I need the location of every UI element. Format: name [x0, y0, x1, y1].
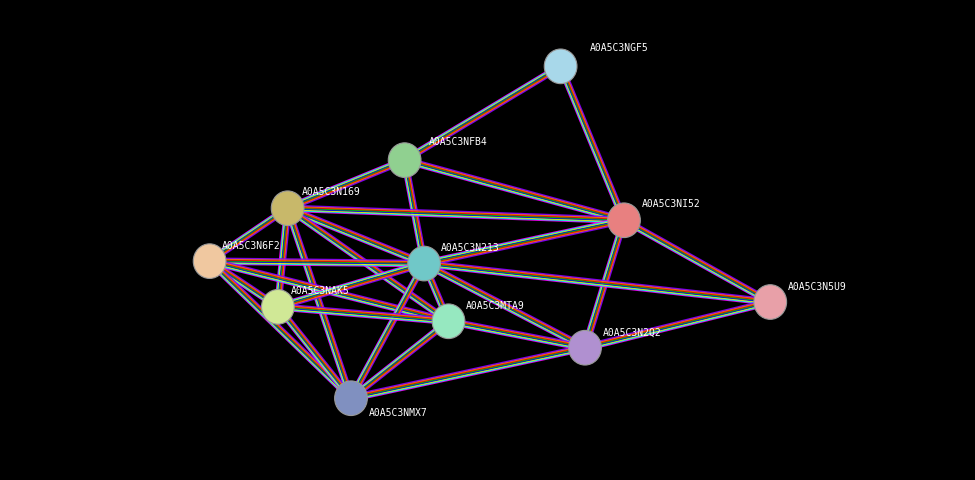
Ellipse shape [261, 290, 294, 324]
Ellipse shape [334, 381, 368, 416]
Text: A0A5C3NGF5: A0A5C3NGF5 [590, 43, 648, 53]
Text: A0A5C3N169: A0A5C3N169 [302, 187, 361, 197]
Ellipse shape [271, 192, 304, 226]
Ellipse shape [388, 144, 421, 178]
Text: A0A5C3N213: A0A5C3N213 [441, 243, 499, 252]
Ellipse shape [544, 50, 577, 84]
Ellipse shape [432, 304, 465, 339]
Ellipse shape [408, 247, 441, 281]
Text: A0A5C3NAK5: A0A5C3NAK5 [291, 286, 349, 296]
Ellipse shape [568, 331, 602, 365]
Text: A0A5C3NI52: A0A5C3NI52 [642, 199, 700, 209]
Ellipse shape [754, 285, 787, 320]
Text: A0A5C3NMX7: A0A5C3NMX7 [369, 407, 427, 417]
Text: A0A5C3NFB4: A0A5C3NFB4 [429, 137, 488, 146]
Text: A0A5C3N6F2: A0A5C3N6F2 [222, 241, 281, 251]
Text: A0A5C3MTA9: A0A5C3MTA9 [466, 300, 525, 310]
Ellipse shape [607, 204, 641, 238]
Text: A0A5C3N5U9: A0A5C3N5U9 [788, 281, 846, 291]
Text: A0A5C3N2Q2: A0A5C3N2Q2 [603, 327, 661, 337]
Ellipse shape [193, 244, 226, 279]
